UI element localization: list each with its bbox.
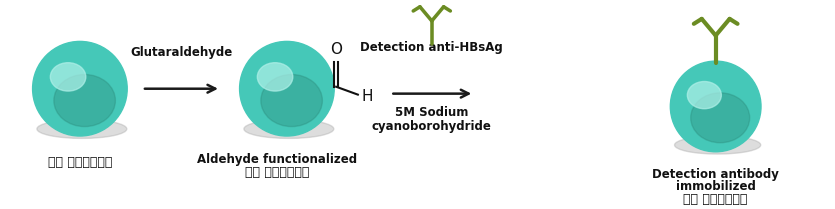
Text: Aldehyde functionalized: Aldehyde functionalized	[197, 153, 357, 166]
Ellipse shape	[54, 75, 115, 127]
Ellipse shape	[50, 63, 86, 91]
Circle shape	[671, 61, 761, 152]
Ellipse shape	[257, 63, 293, 91]
Text: 형광 마이크로비드: 형광 마이크로비드	[48, 156, 112, 169]
Text: 형광 마이크로비드: 형광 마이크로비드	[245, 166, 309, 179]
Ellipse shape	[261, 75, 322, 127]
Ellipse shape	[37, 120, 127, 138]
Text: immobilized: immobilized	[676, 180, 756, 193]
Text: O: O	[330, 42, 342, 57]
Text: cyanoborohydride: cyanoborohydride	[372, 120, 492, 133]
Ellipse shape	[244, 120, 334, 138]
Circle shape	[240, 41, 334, 136]
Ellipse shape	[675, 136, 761, 154]
Circle shape	[33, 41, 127, 136]
Text: 5M Sodium: 5M Sodium	[395, 106, 468, 120]
Text: Glutaraldehyde: Glutaraldehyde	[130, 46, 233, 59]
Text: H: H	[362, 89, 373, 104]
Text: Detection anti-HBsAg: Detection anti-HBsAg	[361, 41, 504, 54]
Ellipse shape	[691, 93, 750, 143]
Text: Detection antibody: Detection antibody	[652, 168, 779, 181]
Text: 형광 마이크로비드: 형광 마이크로비드	[684, 193, 748, 206]
Ellipse shape	[687, 82, 721, 109]
